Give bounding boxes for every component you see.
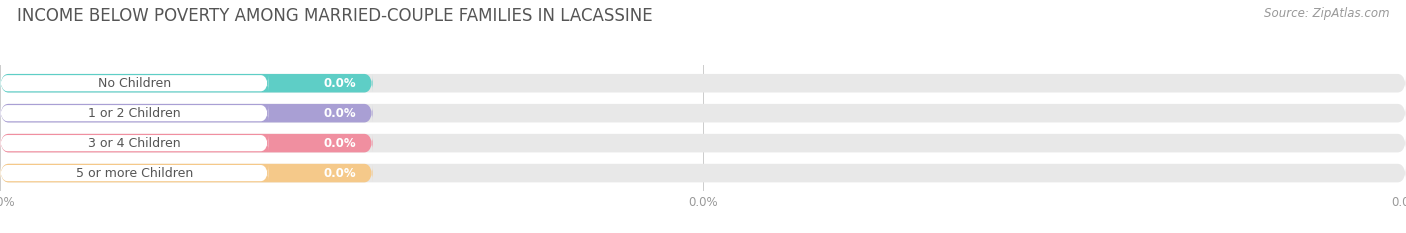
FancyBboxPatch shape xyxy=(0,134,373,152)
FancyBboxPatch shape xyxy=(0,75,269,91)
Text: 1 or 2 Children: 1 or 2 Children xyxy=(87,107,180,120)
Text: No Children: No Children xyxy=(97,77,170,90)
FancyBboxPatch shape xyxy=(0,164,1406,182)
FancyBboxPatch shape xyxy=(0,104,1406,123)
FancyBboxPatch shape xyxy=(0,104,373,123)
FancyBboxPatch shape xyxy=(0,105,269,121)
FancyBboxPatch shape xyxy=(0,165,269,181)
Text: 3 or 4 Children: 3 or 4 Children xyxy=(87,137,180,150)
Text: INCOME BELOW POVERTY AMONG MARRIED-COUPLE FAMILIES IN LACASSINE: INCOME BELOW POVERTY AMONG MARRIED-COUPL… xyxy=(17,7,652,25)
Text: 0.0%: 0.0% xyxy=(323,137,356,150)
FancyBboxPatch shape xyxy=(0,135,269,151)
Text: 0.0%: 0.0% xyxy=(323,107,356,120)
Text: 0.0%: 0.0% xyxy=(323,77,356,90)
FancyBboxPatch shape xyxy=(0,74,1406,93)
Text: Source: ZipAtlas.com: Source: ZipAtlas.com xyxy=(1264,7,1389,20)
FancyBboxPatch shape xyxy=(0,134,1406,152)
Text: 5 or more Children: 5 or more Children xyxy=(76,167,193,180)
FancyBboxPatch shape xyxy=(0,164,373,182)
Text: 0.0%: 0.0% xyxy=(323,167,356,180)
FancyBboxPatch shape xyxy=(0,74,373,93)
